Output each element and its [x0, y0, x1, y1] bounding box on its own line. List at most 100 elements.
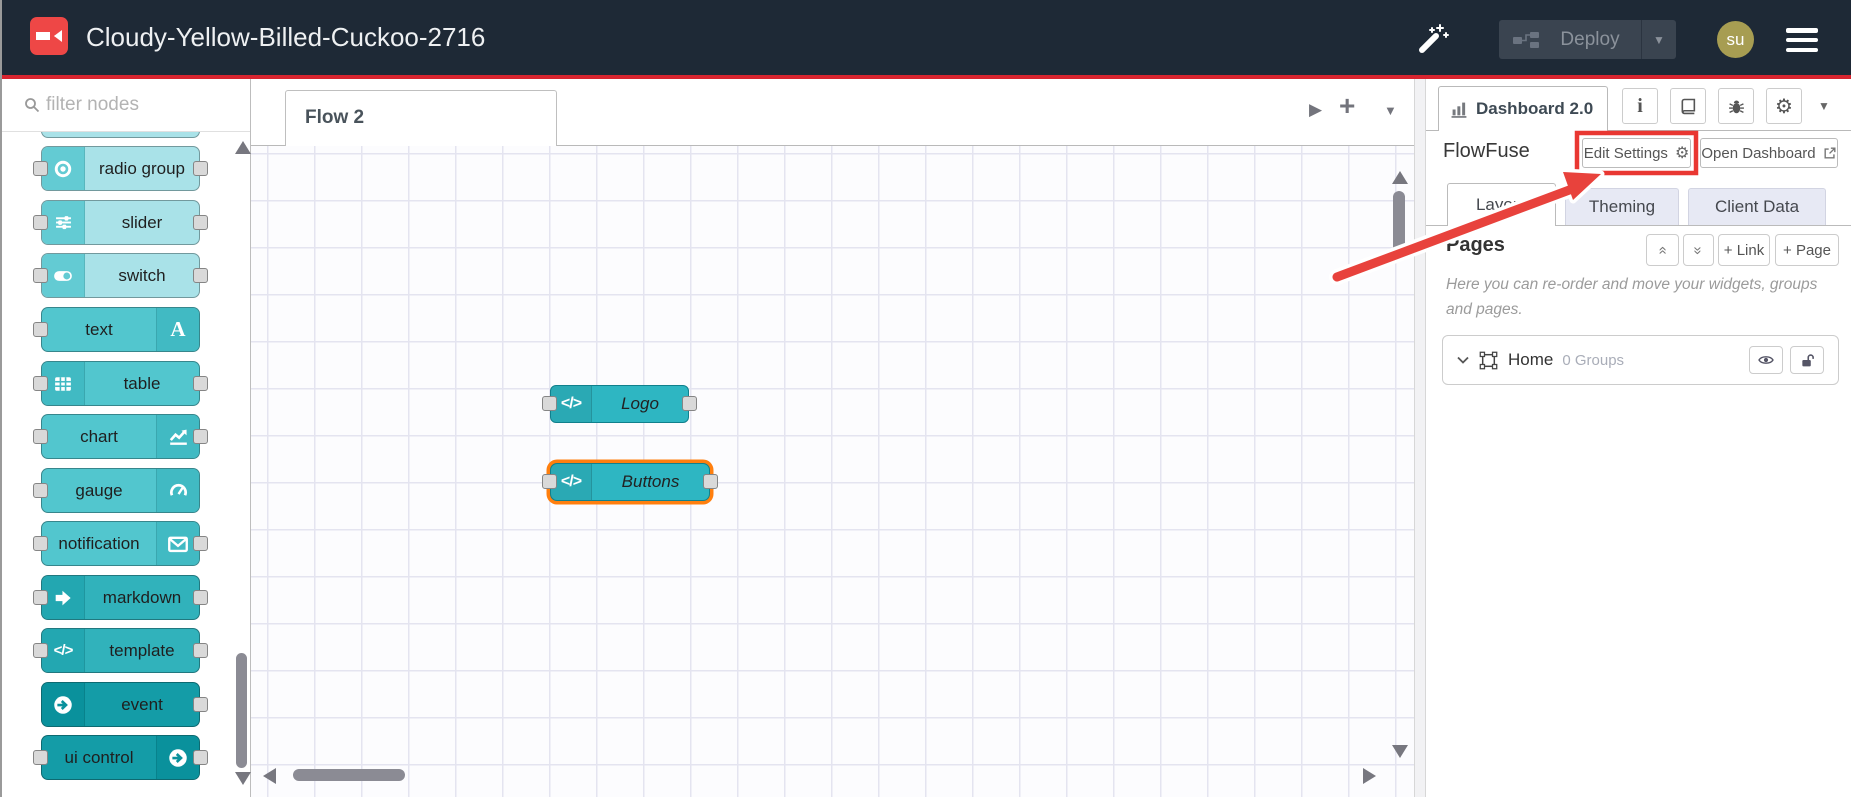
deploy-button[interactable]: Deploy ▼	[1499, 20, 1676, 59]
magic-wand-icon[interactable]	[1415, 21, 1449, 55]
debug-button[interactable]	[1718, 88, 1754, 124]
info-button[interactable]: i	[1622, 88, 1658, 124]
canvas-node-label: Logo	[621, 394, 659, 413]
palette-node-label: ui control	[64, 747, 134, 767]
open-dashboard-button[interactable]: Open Dashboard	[1700, 138, 1838, 168]
page-list-item-home[interactable]: Home 0 Groups	[1442, 335, 1839, 385]
eye-icon	[1758, 356, 1774, 364]
palette-node-slider[interactable]: slider	[33, 200, 208, 245]
canvas-scroll-left-icon[interactable]	[263, 768, 276, 784]
input-port	[33, 160, 48, 176]
canvas-scroll-right-icon[interactable]	[1363, 768, 1376, 784]
tab-client-data[interactable]: Client Data	[1688, 188, 1826, 225]
settings-button[interactable]: ⚙	[1766, 88, 1802, 124]
input-port	[33, 267, 48, 283]
sidebar-tab-divider	[1426, 130, 1851, 131]
input-port[interactable]	[542, 474, 557, 489]
canvas-hscrollbar-thumb[interactable]	[293, 769, 405, 781]
palette-search[interactable]: filter nodes	[2, 79, 250, 132]
palette-node-chart[interactable]: chart	[33, 414, 208, 459]
move-up-button[interactable]: »	[1646, 234, 1679, 266]
flowfuse-logo-icon	[36, 30, 62, 42]
help-button[interactable]	[1670, 88, 1706, 124]
sidebar-splitter[interactable]	[1414, 79, 1426, 797]
palette-node-notification[interactable]: notification	[33, 521, 208, 566]
canvas-vscrollbar-thumb[interactable]	[1393, 191, 1405, 253]
edit-settings-button[interactable]: Edit Settings ⚙	[1582, 138, 1691, 168]
page-name: Home	[1508, 350, 1554, 369]
palette-node-table[interactable]: table	[33, 361, 208, 406]
tab-dashboard-2[interactable]: Dashboard 2.0	[1438, 86, 1608, 131]
visibility-button[interactable]	[1749, 346, 1783, 374]
output-port	[193, 428, 208, 444]
add-flow-icon[interactable]: +	[1339, 90, 1356, 121]
palette-node-label: chart	[80, 426, 118, 446]
deploy-divider	[1641, 20, 1642, 59]
deploy-caret-icon[interactable]: ▼	[1653, 32, 1665, 47]
flow-list-caret-icon[interactable]: ▼	[1384, 103, 1397, 118]
input-port	[33, 749, 48, 765]
double-chevron-down-icon: »	[1690, 245, 1707, 255]
canvas-scroll-up-icon[interactable]	[1392, 171, 1408, 184]
book-icon	[1681, 98, 1695, 114]
code-icon: </>	[551, 386, 592, 422]
gear-icon: ⚙	[1775, 95, 1793, 118]
line-chart-icon	[156, 415, 199, 458]
output-port	[193, 160, 208, 176]
gear-icon: ⚙	[1674, 145, 1690, 162]
output-port[interactable]	[682, 396, 697, 411]
sidebar-menu-caret-icon[interactable]: ▼	[1818, 99, 1830, 113]
user-avatar[interactable]: su	[1717, 21, 1754, 58]
flow-tab[interactable]: Flow 2	[285, 90, 557, 147]
table-icon	[42, 362, 85, 405]
input-port	[33, 642, 48, 658]
palette-node-gauge[interactable]: gauge	[33, 468, 200, 513]
palette-node-template[interactable]: </> template	[33, 628, 208, 673]
canvas-node-logo[interactable]: </> Logo	[542, 385, 697, 423]
output-port	[193, 375, 208, 391]
palette-scroll-down-icon[interactable]	[235, 772, 251, 785]
circle-arrow-icon	[156, 736, 199, 779]
palette-scroll-up-icon[interactable]	[235, 141, 251, 154]
palette-node-label: radio group	[98, 158, 185, 178]
palette-node-label: table	[123, 373, 161, 393]
canvas-node-buttons[interactable]: </> Buttons	[542, 463, 718, 501]
palette-node-markdown[interactable]: markdown	[33, 575, 208, 620]
palette-node-event[interactable]: event	[41, 682, 208, 727]
move-down-button[interactable]: »	[1683, 234, 1714, 266]
sidebar-subtabs-divider	[1426, 225, 1851, 226]
output-port	[193, 696, 208, 712]
palette-scrollbar-thumb[interactable]	[236, 653, 247, 768]
dashboard-brand-label: FlowFuse	[1443, 140, 1530, 162]
flowfuse-logo[interactable]	[30, 17, 68, 55]
palette-node-switch[interactable]: switch	[33, 253, 208, 298]
input-port[interactable]	[542, 396, 557, 411]
output-port	[193, 214, 208, 230]
main-menu-icon[interactable]	[1786, 28, 1818, 52]
input-port	[33, 482, 48, 498]
palette-node-ui-control[interactable]: ui control	[33, 735, 208, 780]
canvas-node-label: Buttons	[621, 472, 680, 491]
input-port	[33, 535, 48, 551]
output-port[interactable]	[703, 474, 718, 489]
text-icon: A	[156, 308, 199, 351]
toggle-icon	[42, 254, 85, 297]
sidebar-panel: Dashboard 2.0 i ⚙ ▼ FlowFuse Edit Settin…	[1426, 79, 1851, 797]
chevron-down-icon[interactable]	[1457, 356, 1469, 364]
tab-layout[interactable]: Layout	[1447, 183, 1556, 226]
canvas-scroll-down-icon[interactable]	[1392, 745, 1408, 758]
flow-tab-label: Flow 2	[305, 107, 365, 128]
palette-node-radio-group[interactable]: radio group	[33, 146, 208, 191]
lock-button[interactable]	[1790, 346, 1824, 374]
add-link-button[interactable]: + Link	[1718, 234, 1770, 266]
palette-search-placeholder: filter nodes	[46, 94, 139, 115]
avatar-initials: su	[1726, 29, 1745, 49]
open-dashboard-label: Open Dashboard	[1701, 144, 1816, 162]
tab-theming[interactable]: Theming	[1565, 188, 1679, 225]
palette-node-text[interactable]: A text	[33, 307, 200, 352]
tab-scroll-right-icon[interactable]: ▶	[1309, 100, 1323, 119]
unlock-icon	[1801, 353, 1814, 366]
add-page-button[interactable]: + Page	[1775, 234, 1839, 266]
input-port	[33, 214, 48, 230]
canvas-grid[interactable]: </> Logo </> Buttons	[251, 146, 1414, 797]
